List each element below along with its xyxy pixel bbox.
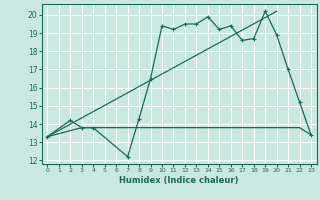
X-axis label: Humidex (Indice chaleur): Humidex (Indice chaleur) bbox=[119, 176, 239, 185]
